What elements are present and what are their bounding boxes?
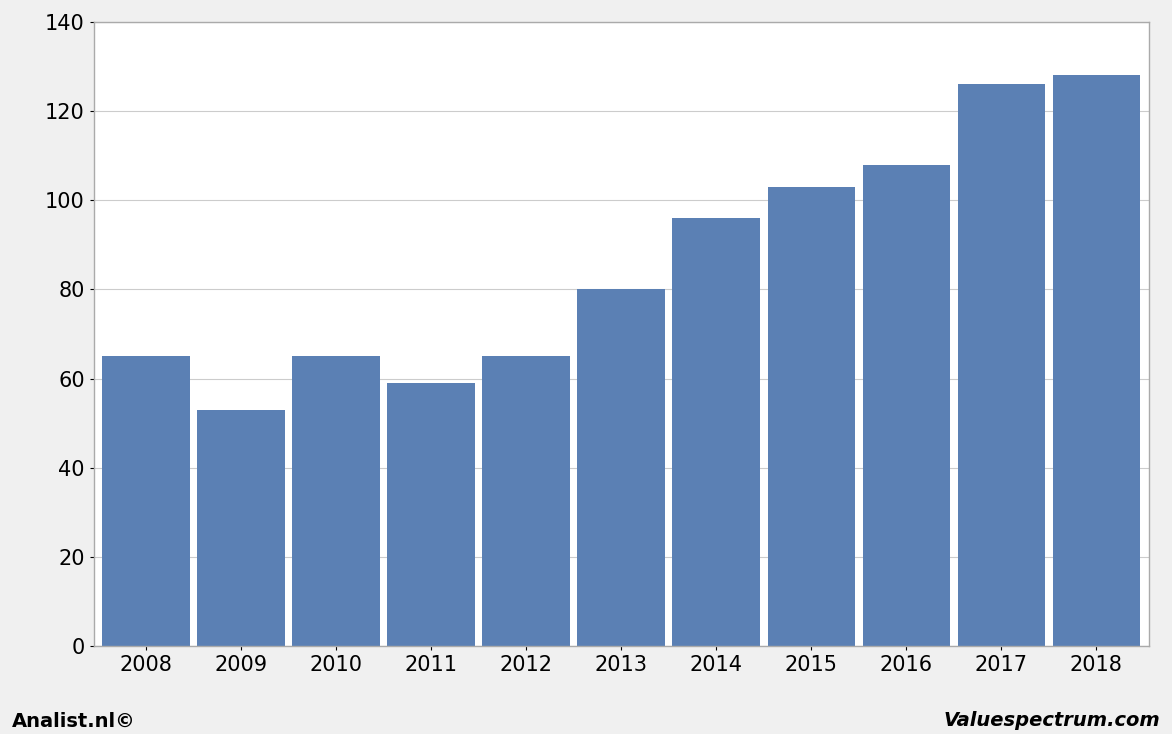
Bar — [102, 356, 190, 646]
Bar — [292, 356, 380, 646]
Bar — [1052, 76, 1140, 646]
Bar — [863, 164, 950, 646]
Bar — [483, 356, 570, 646]
Bar — [768, 187, 854, 646]
Bar — [388, 383, 475, 646]
Bar — [197, 410, 285, 646]
Text: Valuespectrum.com: Valuespectrum.com — [943, 711, 1160, 730]
Bar — [673, 218, 759, 646]
Bar — [578, 289, 665, 646]
Text: Analist.nl©: Analist.nl© — [12, 711, 136, 730]
Bar — [958, 84, 1045, 646]
